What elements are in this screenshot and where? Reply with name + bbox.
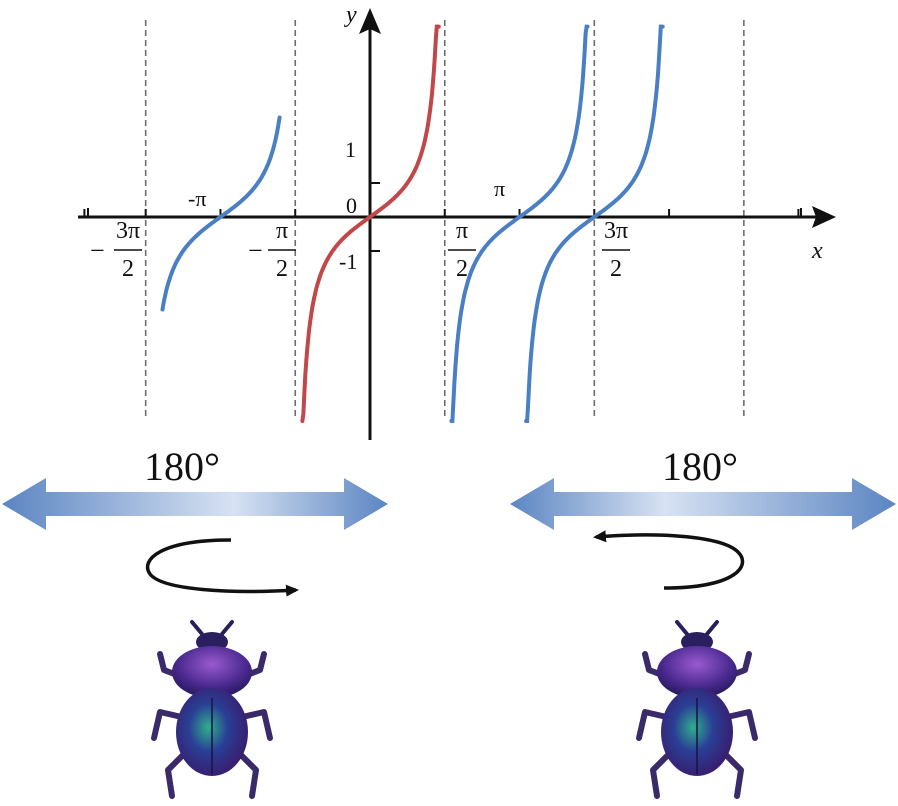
right-double-arrow [510, 478, 896, 530]
beetle-leg [165, 747, 191, 799]
tick-label-numerator: 3π [116, 218, 140, 244]
counterclockwise-curl-arrow [593, 530, 745, 590]
tick-label-denominator: 2 [610, 256, 622, 282]
tick-label-minus: − [90, 236, 105, 265]
beetle-leg [235, 709, 273, 741]
beetle-leg [718, 747, 744, 799]
tangent-branch-left [160, 115, 282, 312]
beetle-thorax [172, 646, 252, 698]
tick-label-numerator: 3π [604, 218, 628, 244]
beetle-antenna [675, 620, 719, 636]
tangent-branch-main [300, 24, 441, 423]
tick-label: -π [188, 186, 206, 211]
tick-label-denominator: 2 [276, 256, 288, 282]
beetle-antenna [190, 620, 234, 636]
dung-beetle-right [636, 620, 758, 799]
y-axis-label: y [344, 2, 357, 28]
dung-beetle-left [151, 620, 273, 799]
axes: x y [78, 2, 836, 440]
tangent-branch-right-1 [449, 24, 590, 423]
x-axis-arrowhead [812, 206, 836, 228]
right-rotation-label: 180° [662, 444, 738, 489]
beetle-thorax [657, 646, 737, 698]
tick-label: π [494, 176, 505, 201]
asymptote-lines [144, 20, 745, 420]
tick-label-minus: − [248, 236, 263, 265]
beetle-leg [720, 709, 758, 741]
beetle-leg [233, 747, 259, 799]
beetle-leg [650, 747, 676, 799]
beetle-leg [636, 709, 674, 741]
left-rotation-label: 180° [144, 444, 220, 489]
tick-label: 0 [346, 193, 357, 218]
tick-label-numerator: π [456, 218, 468, 244]
beetle-leg [151, 709, 189, 741]
left-rotation-panel: 180° [2, 444, 388, 597]
tangent-curves [160, 24, 665, 423]
left-double-arrow [2, 478, 388, 530]
y-tick-label: -1 [339, 249, 357, 274]
tangent-branch-right-2 [524, 24, 665, 423]
tick-label-denominator: 2 [122, 256, 134, 282]
y-axis-arrowhead [359, 8, 381, 34]
tick-label-denominator: 2 [456, 256, 468, 282]
x-axis-label: x [811, 238, 823, 264]
tick-label-numerator: π [276, 218, 288, 244]
y-tick-label: 1 [345, 137, 356, 162]
clockwise-curl-arrow [145, 538, 299, 597]
right-rotation-panel: 180° [510, 444, 896, 590]
